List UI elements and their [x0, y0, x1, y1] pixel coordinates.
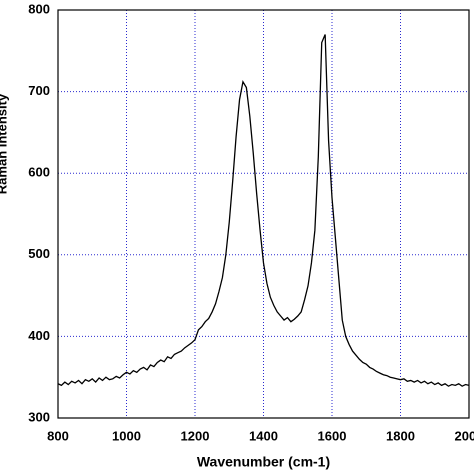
- x-tick-label: 1200: [181, 428, 210, 443]
- y-tick-label: 400: [28, 328, 50, 343]
- x-tick-label: 1800: [386, 428, 415, 443]
- x-tick-label: 1400: [249, 428, 278, 443]
- x-tick-label: 800: [47, 428, 69, 443]
- x-tick-label: 1600: [318, 428, 347, 443]
- spectrum-line: [57, 34, 470, 387]
- plot-frame: [57, 9, 470, 419]
- y-tick-label: 600: [28, 165, 50, 180]
- x-tick-label: 1000: [112, 428, 141, 443]
- x-axis-label: Wavenumber (cm-1): [197, 454, 330, 470]
- x-tick-label: 2000: [455, 428, 474, 443]
- y-axis-label: Raman Intensity: [0, 93, 9, 194]
- y-tick-label: 300: [28, 409, 50, 424]
- y-tick-label: 500: [28, 246, 50, 261]
- y-tick-label: 800: [28, 1, 50, 16]
- y-tick-label: 700: [28, 83, 50, 98]
